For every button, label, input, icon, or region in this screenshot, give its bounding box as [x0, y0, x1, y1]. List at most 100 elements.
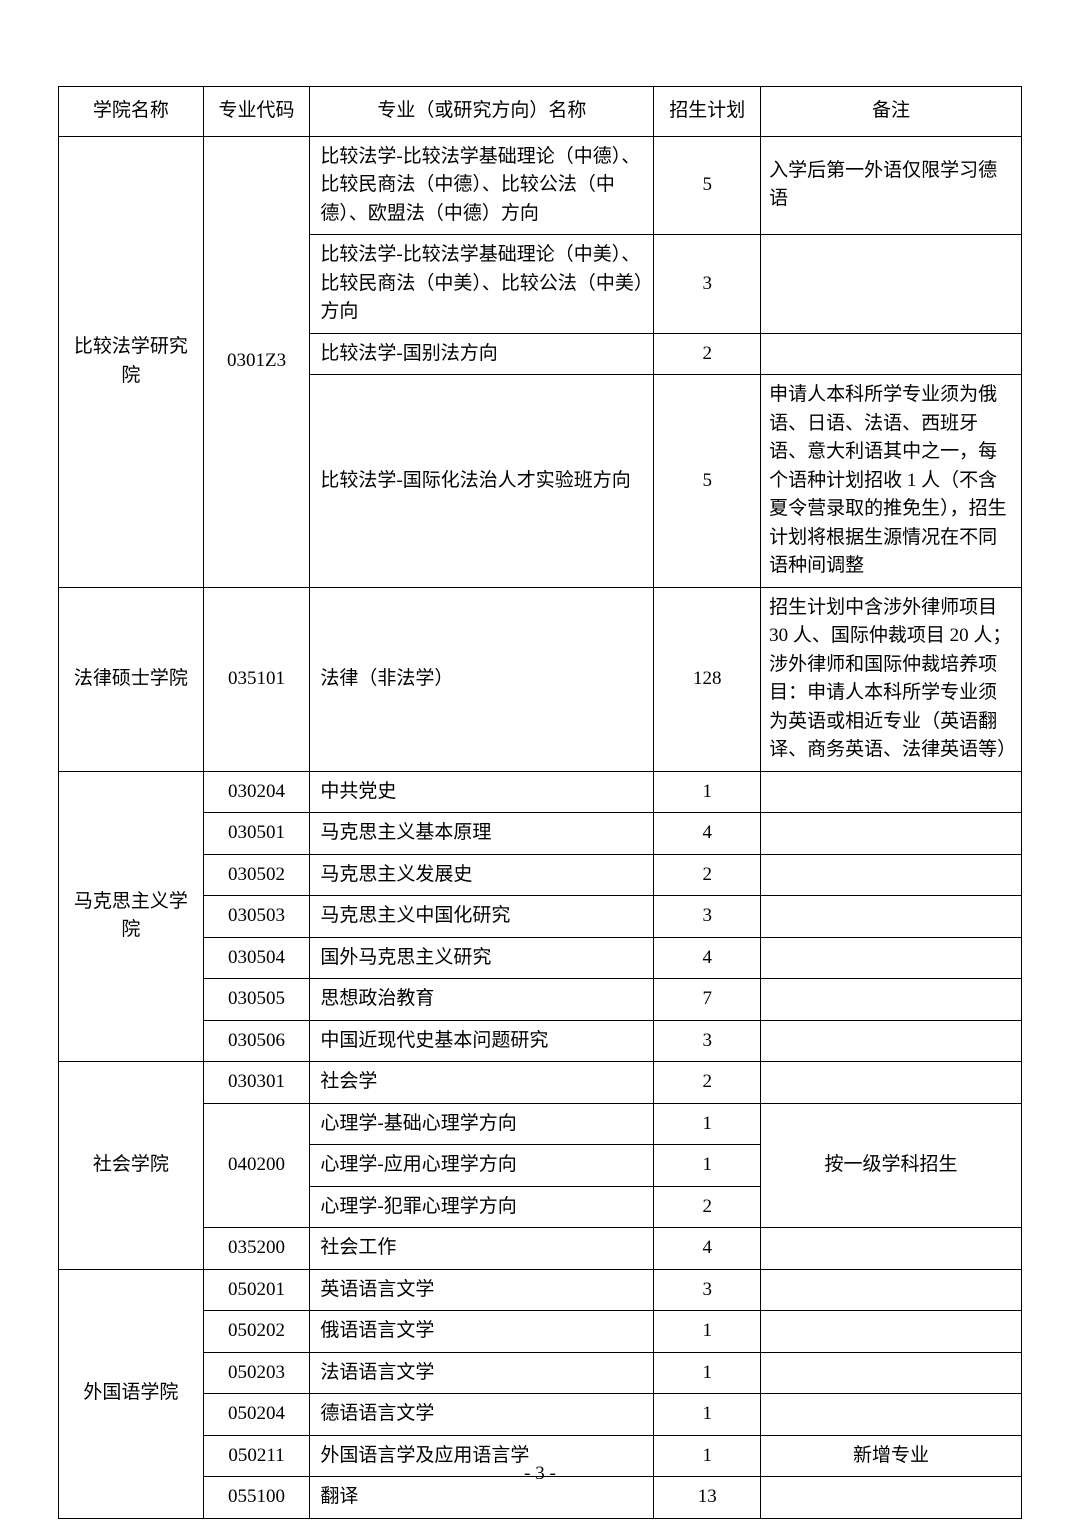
cell-school: 比较法学研究院 — [59, 136, 204, 587]
cell-code: 030503 — [203, 896, 310, 938]
cell-note — [761, 1394, 1022, 1436]
admissions-table: 学院名称 专业代码 专业（或研究方向）名称 招生计划 备注 比较法学研究院 03… — [58, 86, 1022, 1519]
header-row: 学院名称 专业代码 专业（或研究方向）名称 招生计划 备注 — [59, 87, 1022, 137]
table-row: 050202 俄语语言文学 1 — [59, 1311, 1022, 1353]
cell-code: 035200 — [203, 1228, 310, 1270]
cell-code: 030501 — [203, 813, 310, 855]
cell-plan: 3 — [654, 1020, 761, 1062]
header-note: 备注 — [761, 87, 1022, 137]
cell-code: 050203 — [203, 1352, 310, 1394]
cell-note — [761, 1311, 1022, 1353]
cell-code: 050201 — [203, 1269, 310, 1311]
cell-major: 比较法学-比较法学基础理论（中美）、比较民商法（中美）、比较公法（中美）方向 — [310, 235, 654, 334]
cell-note — [761, 979, 1022, 1021]
cell-code: 030506 — [203, 1020, 310, 1062]
cell-code: 030505 — [203, 979, 310, 1021]
cell-note — [761, 235, 1022, 334]
cell-major: 中国近现代史基本问题研究 — [310, 1020, 654, 1062]
table-row: 030506 中国近现代史基本问题研究 3 — [59, 1020, 1022, 1062]
cell-major: 社会学 — [310, 1062, 654, 1104]
cell-note — [761, 771, 1022, 813]
cell-major: 俄语语言文学 — [310, 1311, 654, 1353]
cell-plan: 1 — [654, 1103, 761, 1145]
cell-major: 德语语言文学 — [310, 1394, 654, 1436]
cell-major: 心理学-犯罪心理学方向 — [310, 1186, 654, 1228]
cell-major: 法律（非法学） — [310, 587, 654, 771]
cell-major: 心理学-应用心理学方向 — [310, 1145, 654, 1187]
cell-note — [761, 813, 1022, 855]
cell-school: 社会学院 — [59, 1062, 204, 1270]
table-row: 035200 社会工作 4 — [59, 1228, 1022, 1270]
cell-note: 招生计划中含涉外律师项目30 人、国际仲裁项目 20 人；涉外律师和国际仲裁培养… — [761, 587, 1022, 771]
cell-plan: 4 — [654, 1228, 761, 1270]
cell-code: 030504 — [203, 937, 310, 979]
cell-major: 马克思主义中国化研究 — [310, 896, 654, 938]
cell-plan: 3 — [654, 896, 761, 938]
table-row: 法律硕士学院 035101 法律（非法学） 128 招生计划中含涉外律师项目30… — [59, 587, 1022, 771]
cell-note: 按一级学科招生 — [761, 1103, 1022, 1228]
header-plan: 招生计划 — [654, 87, 761, 137]
cell-note — [761, 1228, 1022, 1270]
cell-note — [761, 896, 1022, 938]
cell-code: 0301Z3 — [203, 136, 310, 587]
cell-plan: 1 — [654, 1145, 761, 1187]
cell-plan: 128 — [654, 587, 761, 771]
cell-plan: 5 — [654, 136, 761, 235]
cell-note — [761, 1020, 1022, 1062]
cell-code: 035101 — [203, 587, 310, 771]
cell-code: 040200 — [203, 1103, 310, 1228]
table-row: 050204 德语语言文学 1 — [59, 1394, 1022, 1436]
cell-note: 入学后第一外语仅限学习德语 — [761, 136, 1022, 235]
table-row: 030504 国外马克思主义研究 4 — [59, 937, 1022, 979]
cell-plan: 3 — [654, 235, 761, 334]
cell-major: 法语语言文学 — [310, 1352, 654, 1394]
cell-note — [761, 1269, 1022, 1311]
cell-plan: 7 — [654, 979, 761, 1021]
cell-note — [761, 1352, 1022, 1394]
table-row: 外国语学院 050201 英语语言文学 3 — [59, 1269, 1022, 1311]
cell-note — [761, 937, 1022, 979]
table-row: 040200 心理学-基础心理学方向 1 按一级学科招生 — [59, 1103, 1022, 1145]
cell-note: 申请人本科所学专业须为俄语、日语、法语、西班牙语、意大利语其中之一，每个语种计划… — [761, 375, 1022, 588]
cell-major: 比较法学-国际化法治人才实验班方向 — [310, 375, 654, 588]
cell-code: 030301 — [203, 1062, 310, 1104]
cell-note — [761, 333, 1022, 375]
cell-plan: 1 — [654, 1311, 761, 1353]
cell-note — [761, 854, 1022, 896]
cell-plan: 3 — [654, 1269, 761, 1311]
table-row: 030503 马克思主义中国化研究 3 — [59, 896, 1022, 938]
cell-major: 马克思主义发展史 — [310, 854, 654, 896]
cell-plan: 1 — [654, 771, 761, 813]
cell-plan: 2 — [654, 854, 761, 896]
cell-major: 中共党史 — [310, 771, 654, 813]
cell-major: 比较法学-比较法学基础理论（中德）、比较民商法（中德）、比较公法（中德）、欧盟法… — [310, 136, 654, 235]
page-number: - 3 - — [0, 1463, 1080, 1485]
header-school: 学院名称 — [59, 87, 204, 137]
cell-code: 030502 — [203, 854, 310, 896]
cell-code: 050204 — [203, 1394, 310, 1436]
table-row: 社会学院 030301 社会学 2 — [59, 1062, 1022, 1104]
cell-note — [761, 1062, 1022, 1104]
cell-plan: 1 — [654, 1352, 761, 1394]
cell-plan: 2 — [654, 333, 761, 375]
cell-major: 英语语言文学 — [310, 1269, 654, 1311]
cell-code: 050202 — [203, 1311, 310, 1353]
cell-code: 030204 — [203, 771, 310, 813]
cell-school: 法律硕士学院 — [59, 587, 204, 771]
table-row: 030502 马克思主义发展史 2 — [59, 854, 1022, 896]
cell-plan: 2 — [654, 1186, 761, 1228]
table-row: 030501 马克思主义基本原理 4 — [59, 813, 1022, 855]
table-row: 比较法学研究院 0301Z3 比较法学-比较法学基础理论（中德）、比较民商法（中… — [59, 136, 1022, 235]
table-row: 马克思主义学院 030204 中共党史 1 — [59, 771, 1022, 813]
cell-plan: 1 — [654, 1394, 761, 1436]
cell-major: 社会工作 — [310, 1228, 654, 1270]
cell-plan: 4 — [654, 937, 761, 979]
table-row: 030505 思想政治教育 7 — [59, 979, 1022, 1021]
cell-major: 心理学-基础心理学方向 — [310, 1103, 654, 1145]
cell-major: 国外马克思主义研究 — [310, 937, 654, 979]
cell-school: 马克思主义学院 — [59, 771, 204, 1062]
header-code: 专业代码 — [203, 87, 310, 137]
cell-plan: 4 — [654, 813, 761, 855]
cell-plan: 2 — [654, 1062, 761, 1104]
cell-major: 思想政治教育 — [310, 979, 654, 1021]
